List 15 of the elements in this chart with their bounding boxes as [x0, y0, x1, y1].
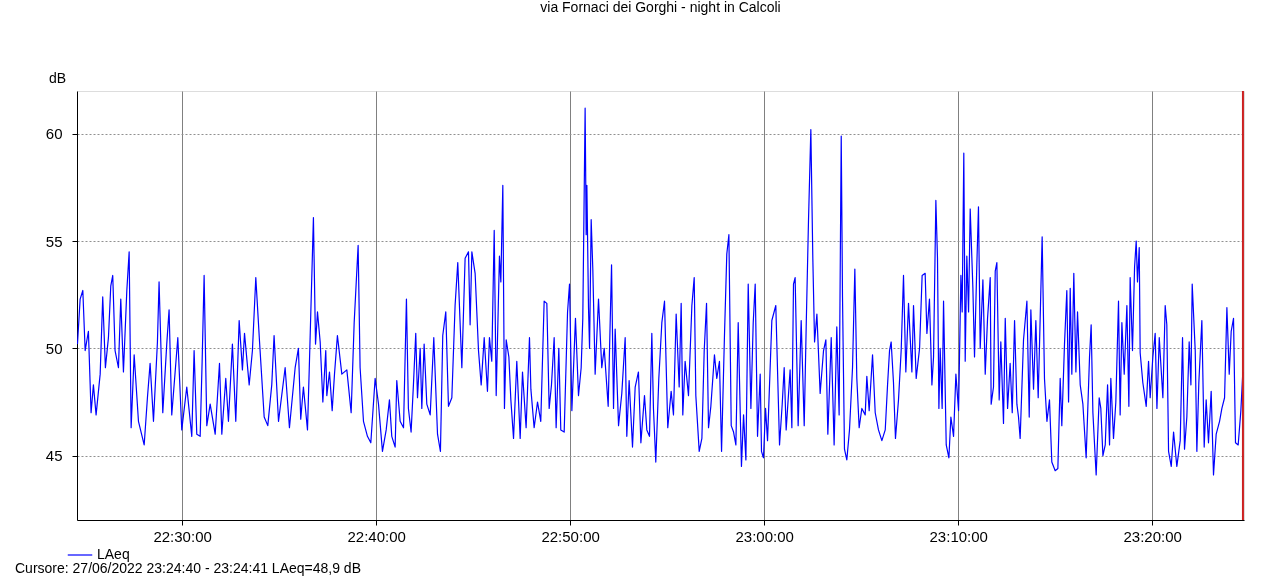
- x-tick-label: 23:00:00: [735, 527, 794, 545]
- x-tick-label: 23:10:00: [929, 527, 988, 545]
- y-tick-label: 50: [45, 339, 63, 357]
- x-tick-label: 22:30:00: [153, 527, 212, 545]
- y-tick-label: 55: [45, 232, 63, 250]
- x-tick-label: 22:50:00: [541, 527, 600, 545]
- chart-title: via Fornaci dei Gorghi - night in Calcoli: [540, 0, 781, 15]
- legend-label: LAeq: [97, 546, 130, 562]
- x-tick-label: 23:20:00: [1123, 527, 1182, 545]
- x-tick-label: 22:40:00: [347, 527, 406, 545]
- y-tick-label: 45: [45, 447, 63, 465]
- y-tick-label: 60: [45, 125, 63, 143]
- text: Cursore: 27/06/2022 23:24:40 - 23:24:41 LAeq=48,9 dB: [15, 560, 361, 576]
- line-series: [77, 107, 1244, 476]
- y-axis-title: dB: [48, 69, 67, 86]
